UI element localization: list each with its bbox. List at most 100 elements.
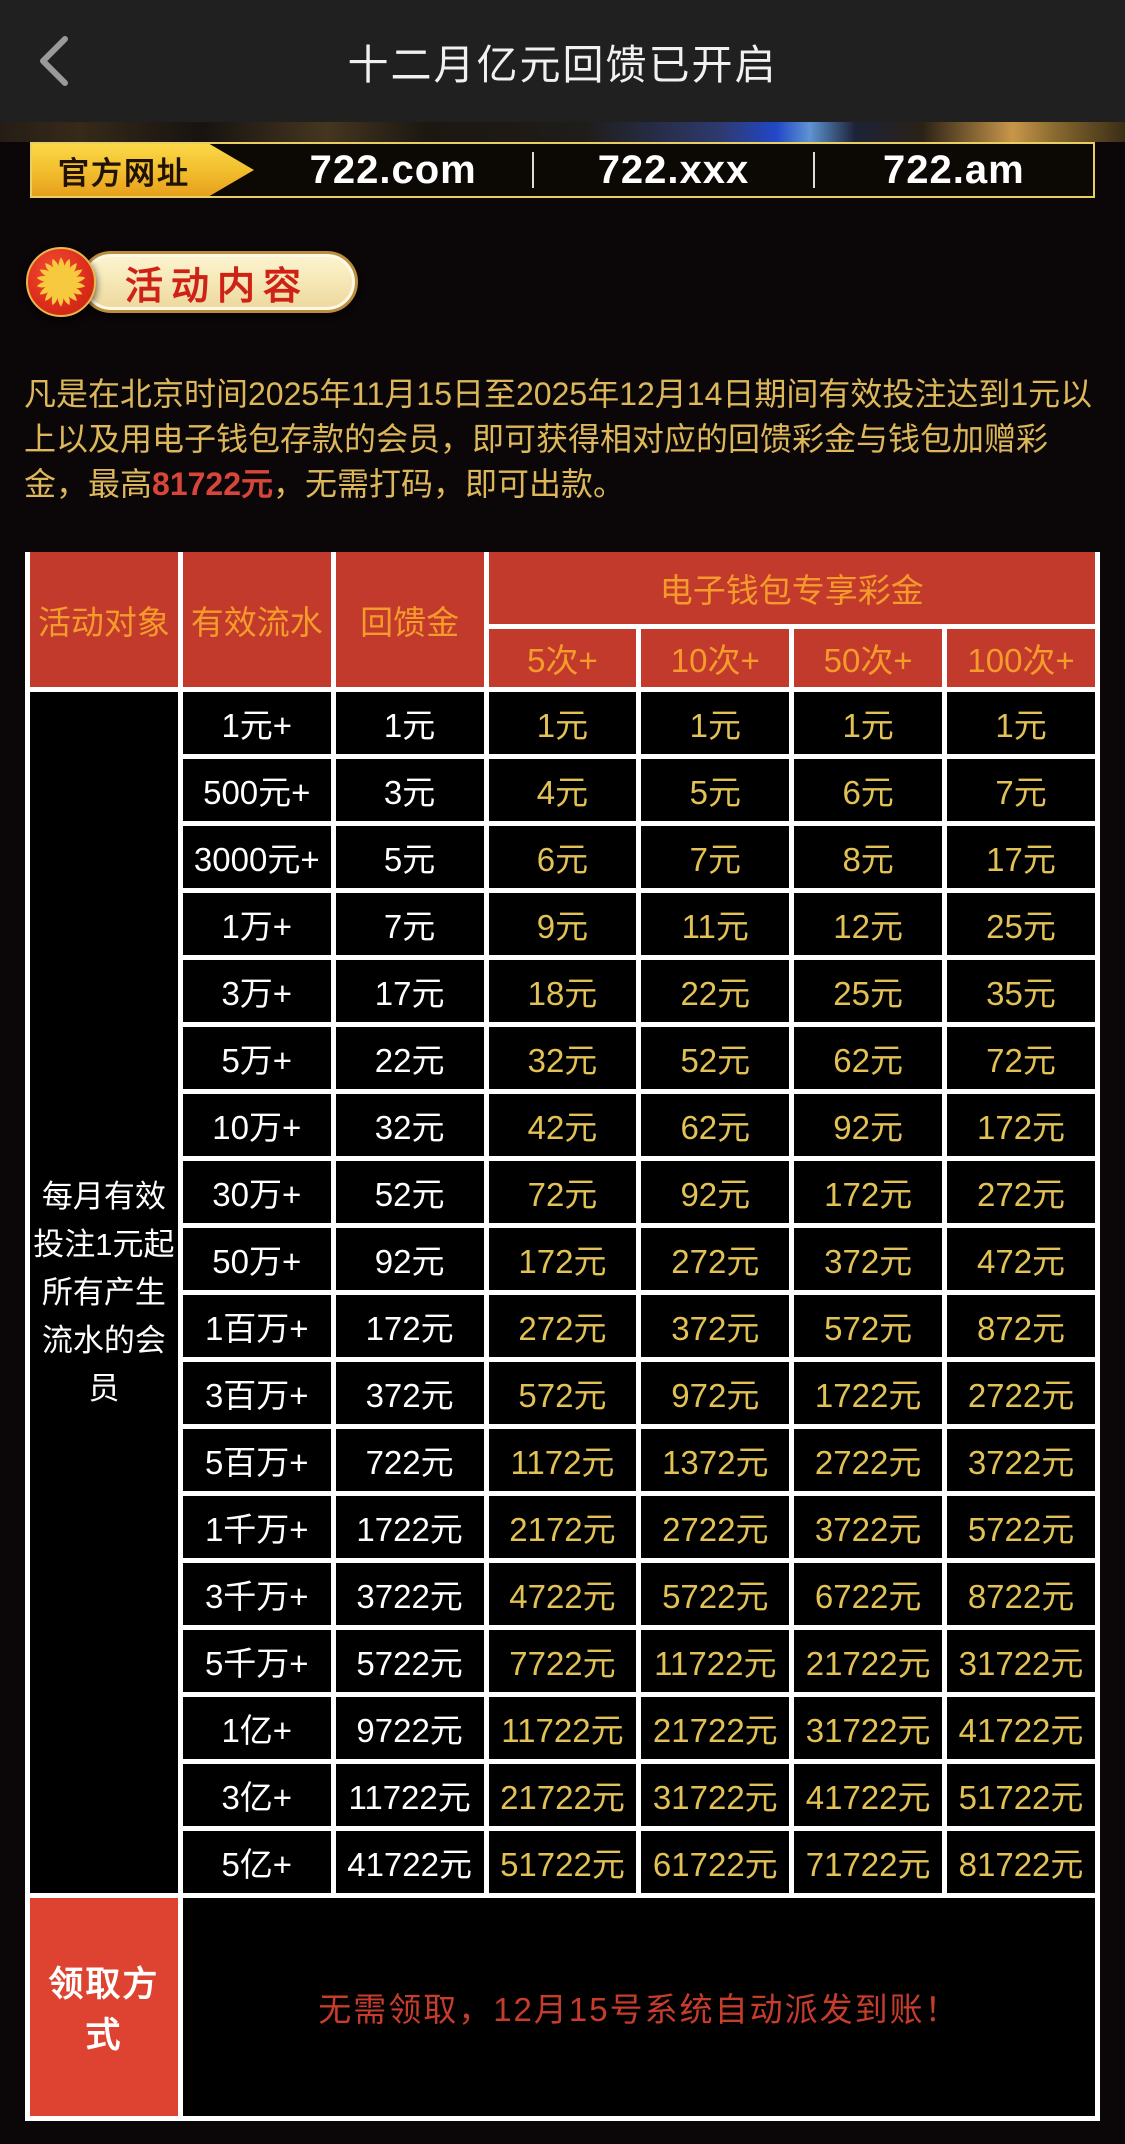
wallet-5x-cell: 6元 xyxy=(483,821,642,893)
turnover-cell: 3000元+ xyxy=(177,821,336,893)
wallet-100x-cell: 272元 xyxy=(942,1156,1100,1228)
turnover-cell: 3千万+ xyxy=(177,1558,336,1630)
rebate-cell: 32元 xyxy=(330,1089,489,1161)
col-header-100x: 100次+ xyxy=(942,624,1100,692)
turnover-cell: 1百万+ xyxy=(177,1290,336,1362)
wallet-100x-cell: 172元 xyxy=(942,1089,1100,1161)
claim-method-label: 领取方式 xyxy=(25,1893,183,2121)
wallet-10x-cell: 22元 xyxy=(636,955,795,1027)
wallet-10x-cell: 1元 xyxy=(636,687,795,759)
wallet-100x-cell: 1元 xyxy=(942,687,1100,759)
intro-paragraph: 凡是在北京时间2025年11月15日至2025年12月14日期间有效投注达到1元… xyxy=(24,372,1102,507)
table-row: 10万+ 32元 42元 62元 92元 172元 xyxy=(28,1089,1100,1161)
col-header-turnover: 有效流水 xyxy=(177,552,336,692)
rebate-cell: 5元 xyxy=(330,821,489,893)
section-badge-label: 活动内容 xyxy=(125,265,310,308)
turnover-cell: 500元+ xyxy=(177,754,336,826)
wallet-10x-cell: 272元 xyxy=(636,1223,795,1295)
rebate-cell: 5722元 xyxy=(330,1625,489,1697)
wallet-100x-cell: 5722元 xyxy=(942,1491,1100,1563)
table-row: 1百万+ 172元 272元 372元 572元 872元 xyxy=(28,1290,1100,1362)
wallet-10x-cell: 11元 xyxy=(636,888,795,960)
wallet-50x-cell: 31722元 xyxy=(789,1692,948,1764)
wallet-100x-cell: 41722元 xyxy=(942,1692,1100,1764)
wallet-5x-cell: 51722元 xyxy=(483,1826,642,1898)
wallet-50x-cell: 62元 xyxy=(789,1022,948,1094)
url-divider xyxy=(812,152,815,188)
url-divider xyxy=(532,152,535,188)
col-header-wallet-group: 电子钱包专享彩金 xyxy=(483,552,1101,629)
back-button[interactable] xyxy=(24,26,84,96)
wallet-50x-cell: 6元 xyxy=(789,754,948,826)
official-url-2[interactable]: 722.xxx xyxy=(597,147,750,192)
official-url-3[interactable]: 722.am xyxy=(882,147,1025,192)
wallet-10x-cell: 372元 xyxy=(636,1290,795,1362)
rebate-cell: 1722元 xyxy=(330,1491,489,1563)
rebate-cell: 92元 xyxy=(330,1223,489,1295)
wallet-100x-cell: 72元 xyxy=(942,1022,1100,1094)
audience-cell: 每月有效投注1元起所有产生流水的会员 xyxy=(25,687,183,1898)
rebate-table-body: 每月有效投注1元起所有产生流水的会员 1元+ 1元 1元 1元 1元 1元 500元+ 3元 4元… xyxy=(25,687,1100,1898)
app-header: 十二月亿元回馈已开启 xyxy=(0,0,1125,122)
wallet-50x-cell: 21722元 xyxy=(789,1625,948,1697)
wallet-5x-cell: 18元 xyxy=(483,955,642,1027)
official-url-list: 722.com 722.xxx 722.am xyxy=(254,144,1093,196)
wallet-10x-cell: 52元 xyxy=(636,1022,795,1094)
wallet-5x-cell: 4722元 xyxy=(483,1558,642,1630)
wallet-100x-cell: 872元 xyxy=(942,1290,1100,1362)
turnover-cell: 5百万+ xyxy=(177,1424,336,1496)
wallet-50x-cell: 3722元 xyxy=(789,1491,948,1563)
wallet-10x-cell: 11722元 xyxy=(636,1625,795,1697)
rebate-cell: 52元 xyxy=(330,1156,489,1228)
official-site-label-text: 官方网址 xyxy=(58,155,190,191)
rebate-cell: 3元 xyxy=(330,754,489,826)
rebate-cell: 41722元 xyxy=(330,1826,489,1898)
banner-image-strip xyxy=(0,122,1125,142)
table-row: 30万+ 52元 72元 92元 172元 272元 xyxy=(28,1156,1100,1228)
rebate-cell: 22元 xyxy=(330,1022,489,1094)
wallet-100x-cell: 2722元 xyxy=(942,1357,1100,1429)
rebate-cell: 17元 xyxy=(330,955,489,1027)
claim-row: 领取方式 无需领取，12月15号系统自动派发到账！ xyxy=(25,1893,1101,2121)
wallet-5x-cell: 2172元 xyxy=(483,1491,642,1563)
wallet-100x-cell: 17元 xyxy=(942,821,1100,893)
table-row: 每月有效投注1元起所有产生流水的会员 1元+ 1元 1元 1元 1元 1元 xyxy=(25,687,1100,1898)
turnover-cell: 3百万+ xyxy=(177,1357,336,1429)
wallet-50x-cell: 372元 xyxy=(789,1223,948,1295)
table-subheader-row: 5次+ 10次+ 50次+ 100次+ xyxy=(28,624,1100,692)
wallet-50x-cell: 8元 xyxy=(789,821,948,893)
turnover-cell: 5千万+ xyxy=(177,1625,336,1697)
table-row: 3万+ 17元 18元 22元 25元 35元 xyxy=(28,955,1100,1027)
wallet-100x-cell: 31722元 xyxy=(942,1625,1100,1697)
turnover-cell: 3万+ xyxy=(177,955,336,1027)
wallet-5x-cell: 1172元 xyxy=(483,1424,642,1496)
wallet-50x-cell: 25元 xyxy=(789,955,948,1027)
wallet-50x-cell: 572元 xyxy=(789,1290,948,1362)
turnover-cell: 5万+ xyxy=(177,1022,336,1094)
wallet-50x-cell: 92元 xyxy=(789,1089,948,1161)
wallet-5x-cell: 272元 xyxy=(483,1290,642,1362)
rebate-cell: 3722元 xyxy=(330,1558,489,1630)
table-header-row: 活动对象 有效流水 回馈金 电子钱包专享彩金 xyxy=(25,552,1101,692)
table-row: 3千万+ 3722元 4722元 5722元 6722元 8722元 xyxy=(28,1558,1100,1630)
max-bonus-highlight: 81722元 xyxy=(152,466,274,502)
wallet-10x-cell: 7元 xyxy=(636,821,795,893)
wallet-5x-cell: 572元 xyxy=(483,1357,642,1429)
col-header-rebate: 回馈金 xyxy=(330,552,489,692)
wallet-50x-cell: 6722元 xyxy=(789,1558,948,1630)
turnover-cell: 1元+ xyxy=(177,687,336,759)
official-site-bar: 官方网址 722.com 722.xxx 722.am xyxy=(30,142,1095,198)
turnover-cell: 3亿+ xyxy=(177,1759,336,1831)
wallet-5x-cell: 42元 xyxy=(483,1089,642,1161)
rebate-cell: 372元 xyxy=(330,1357,489,1429)
official-site-label: 官方网址 xyxy=(32,144,254,196)
wallet-10x-cell: 92元 xyxy=(636,1156,795,1228)
official-url-1[interactable]: 722.com xyxy=(309,147,477,192)
chevron-left-icon xyxy=(40,36,68,86)
turnover-cell: 50万+ xyxy=(177,1223,336,1295)
wallet-10x-cell: 1372元 xyxy=(636,1424,795,1496)
section-badge-pill: 活动内容 xyxy=(80,251,359,313)
turnover-cell: 1万+ xyxy=(177,888,336,960)
wallet-100x-cell: 25元 xyxy=(942,888,1100,960)
wallet-10x-cell: 2722元 xyxy=(636,1491,795,1563)
